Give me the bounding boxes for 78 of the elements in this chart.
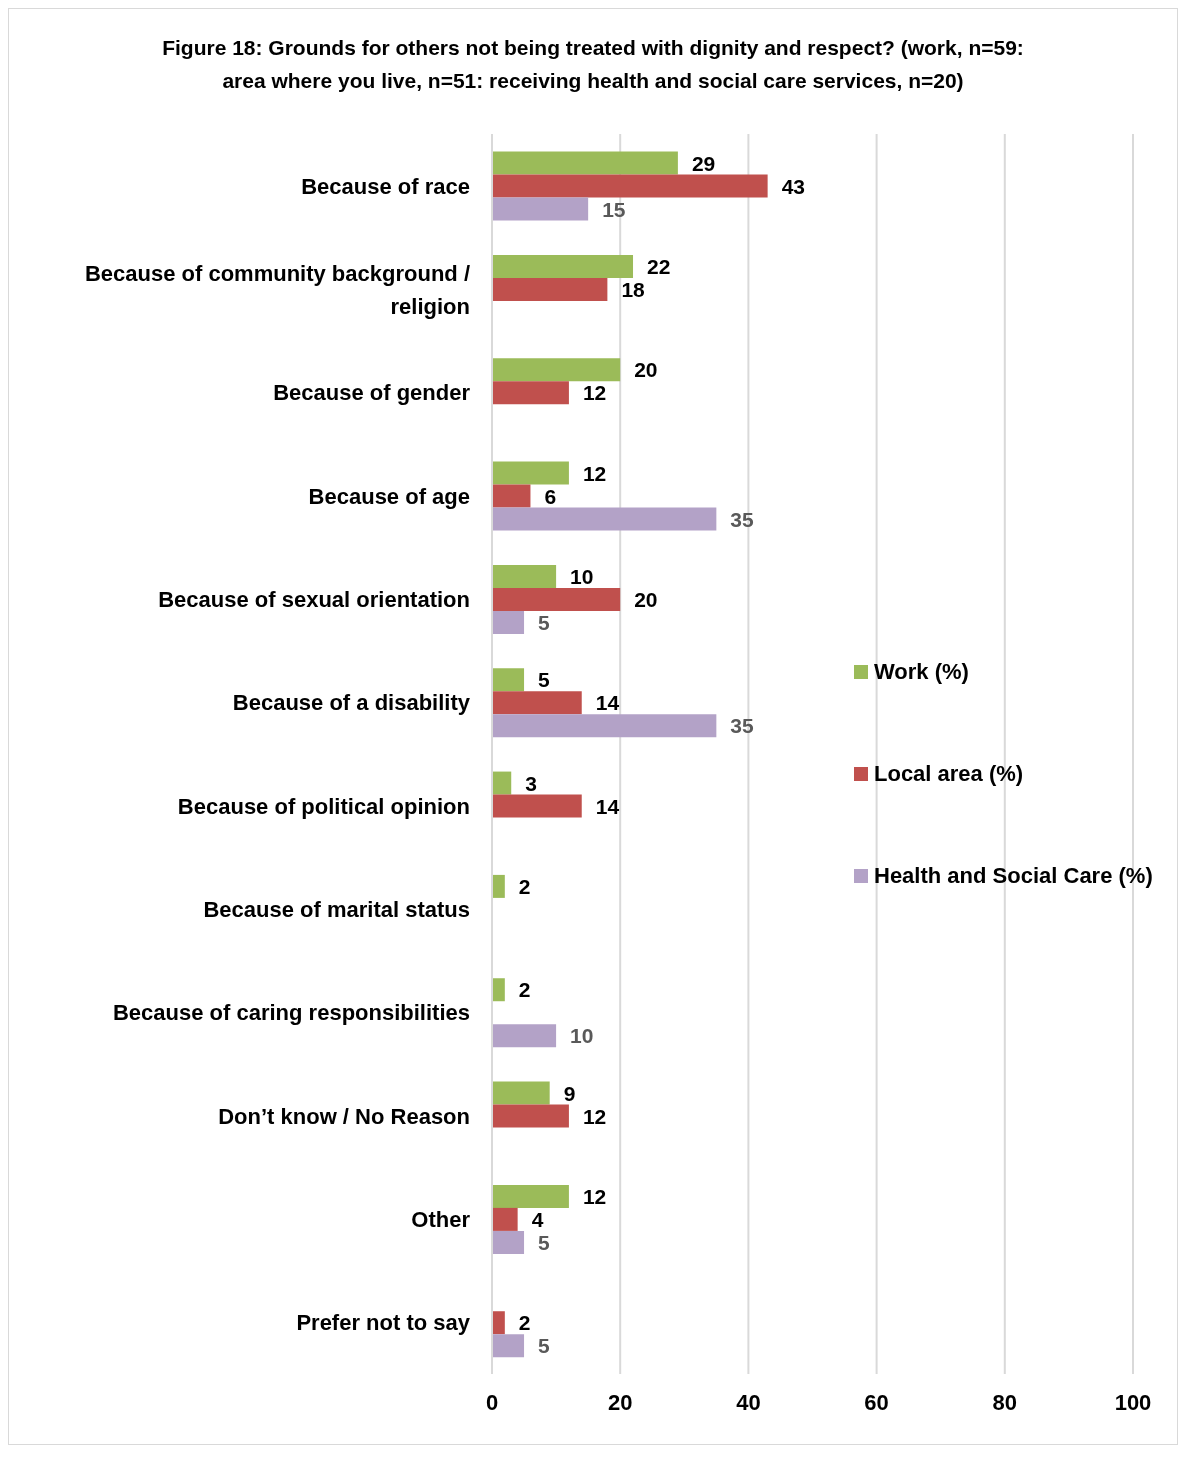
y-tick-label: Because of race <box>301 173 470 199</box>
data-label: 12 <box>582 1104 607 1128</box>
data-label: 2 <box>518 874 531 898</box>
bar <box>492 691 582 715</box>
data-label: 9 <box>563 1081 576 1105</box>
data-label: 12 <box>582 461 607 485</box>
x-tick-label: 100 <box>1114 1389 1152 1415</box>
data-label: 5 <box>538 1230 551 1254</box>
bar <box>492 1230 525 1254</box>
x-tick-label: 0 <box>485 1389 499 1415</box>
data-label: 5 <box>538 1334 551 1358</box>
y-tick-label: Because of caring responsibilities <box>112 1000 470 1026</box>
bar <box>492 978 505 1002</box>
data-label: 2 <box>518 1311 531 1335</box>
bar <box>492 1207 518 1231</box>
bar <box>492 174 768 198</box>
bar <box>492 1184 569 1208</box>
data-label: 10 <box>570 564 594 588</box>
data-label: 3 <box>525 771 537 795</box>
legend-label: Local area (%) <box>874 761 1024 787</box>
data-label: 12 <box>582 1184 607 1208</box>
data-label: 5 <box>538 610 551 634</box>
bar <box>492 1081 550 1105</box>
chart-title: Figure 18: Grounds for others not being treated with dignity and respect? (work, n=59: area where you live, n=51: receiving health and social care services, n=20) <box>161 35 1025 94</box>
bar <box>492 1311 505 1335</box>
bar <box>492 587 621 611</box>
bar <box>492 1104 569 1128</box>
data-label: 35 <box>730 714 755 738</box>
bar <box>492 277 608 301</box>
y-tick-label: Because of political opinion <box>177 793 470 819</box>
y-tick-label: Because of age <box>308 483 470 509</box>
data-label: 10 <box>570 1024 594 1048</box>
data-label: 18 <box>621 277 646 301</box>
bar <box>492 874 505 898</box>
bar <box>492 1024 557 1048</box>
bar <box>492 461 569 485</box>
bar <box>492 358 621 382</box>
data-label: 5 <box>538 668 551 692</box>
y-tick-label: Because of marital status <box>203 897 470 922</box>
bar <box>492 484 531 508</box>
bar <box>492 151 678 175</box>
bar <box>492 381 569 405</box>
x-tick-label: 60 <box>864 1389 889 1415</box>
data-label: 14 <box>595 794 620 818</box>
bar <box>492 564 557 588</box>
y-tick-label: Because of community background / religion <box>84 260 470 319</box>
data-label: 6 <box>544 484 557 508</box>
y-tick-label: Don’t know / No Reason <box>218 1103 470 1129</box>
legend-label: Health and Social Care (%) <box>874 863 1153 889</box>
data-label: 22 <box>647 254 671 278</box>
data-label: 35 <box>730 507 755 531</box>
bar <box>492 197 589 221</box>
bar <box>492 794 582 818</box>
bar <box>492 771 512 795</box>
data-label: 4 <box>531 1207 544 1231</box>
data-label: 20 <box>634 587 658 611</box>
y-tick-label: Because of sexual orientation <box>158 587 470 612</box>
data-label: 43 <box>781 174 805 198</box>
y-tick-label: Other <box>411 1207 471 1232</box>
x-tick-label: 40 <box>736 1389 761 1415</box>
data-label: 2 <box>518 978 531 1002</box>
bar <box>492 507 717 531</box>
data-label: 14 <box>595 691 620 715</box>
data-label: 20 <box>634 358 658 382</box>
y-tick-label: Because of a disability <box>232 690 471 716</box>
x-tick-label: 20 <box>607 1389 633 1415</box>
data-label: 29 <box>691 151 716 175</box>
x-tick-label: 80 <box>992 1389 1018 1415</box>
legend-label: Work (%) <box>874 659 969 685</box>
bar <box>492 714 717 738</box>
y-tick-label: Because of gender <box>273 380 471 406</box>
bar <box>492 1334 525 1358</box>
bar <box>492 668 525 692</box>
bar <box>492 610 525 634</box>
data-label: 15 <box>602 197 626 221</box>
data-label: 12 <box>582 381 607 405</box>
bar <box>492 254 634 278</box>
y-tick-label: Prefer not to say <box>296 1310 471 1336</box>
